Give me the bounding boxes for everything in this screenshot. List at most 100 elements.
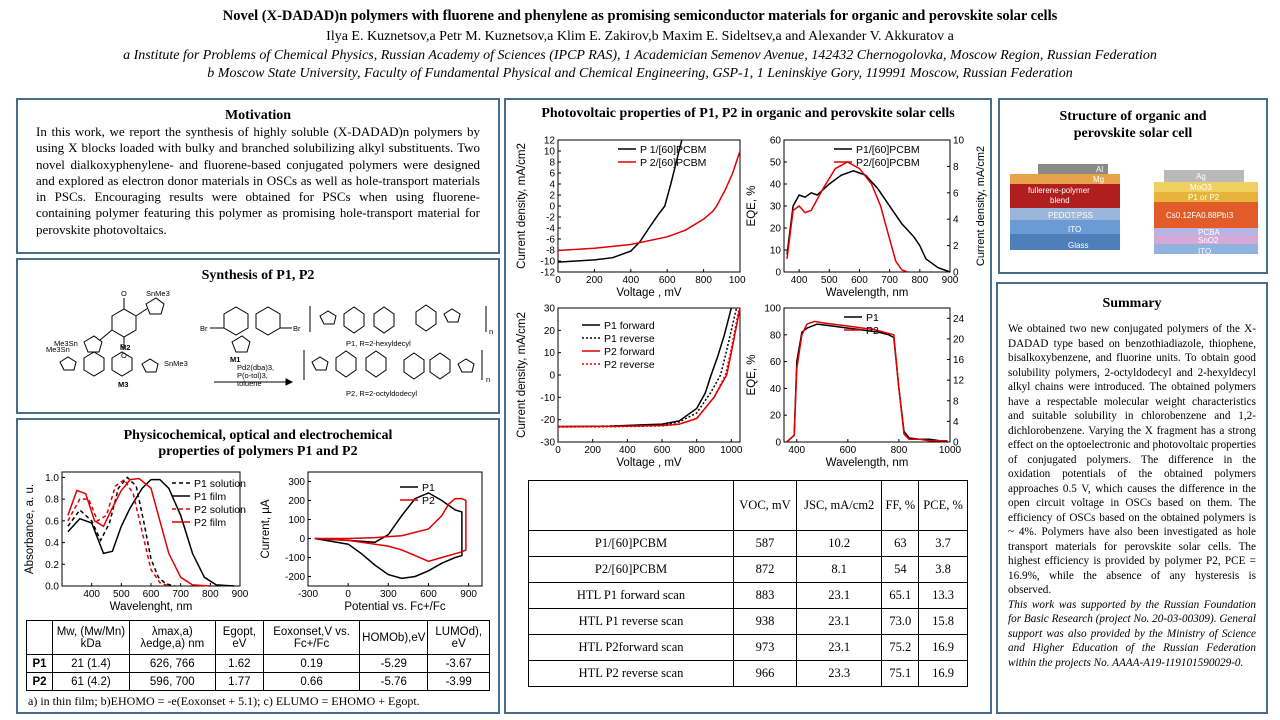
series-line: [557, 150, 741, 252]
x-tick-label: 200: [586, 275, 603, 286]
series-line: [786, 161, 908, 273]
x-tick-label: 900: [460, 589, 477, 600]
br-label: Br: [200, 324, 208, 333]
legend-label: P 2/[60]PCBM: [640, 157, 706, 169]
m3-label: M3: [118, 380, 128, 389]
x-tick-label: 800: [891, 445, 908, 456]
structure-panel: Structure of organic and perovskite sola…: [998, 98, 1268, 274]
x-tick-label: 900: [232, 589, 248, 600]
y-tick-label: -8: [546, 246, 555, 257]
x-tick-label: 900: [942, 275, 959, 286]
table-cell: P2: [26, 672, 53, 691]
p2-label: P2, R=2-octyldodecyl: [346, 389, 417, 398]
layer-label: Al: [1096, 165, 1103, 174]
y2-tick-label: 8: [953, 162, 959, 173]
y-tick-label: -20: [541, 415, 556, 426]
sn-label: Me3Sn: [46, 345, 70, 354]
y-tick-label: 0.8: [45, 495, 59, 506]
n-label: n: [486, 375, 490, 384]
m2-label: M2: [120, 343, 130, 352]
jv-opv-chart: 02004006008001000-12-10-8-6-4-2024681012…: [516, 136, 746, 300]
table-cell: 1.62: [214, 654, 264, 673]
x-tick-label: 0: [555, 275, 561, 286]
y-tick-label: 10: [544, 147, 556, 158]
summary-panel: Summary We obtained two new conjugated p…: [996, 282, 1268, 714]
y-tick-label: 20: [770, 224, 782, 235]
y2-tick-label: 20: [953, 334, 965, 345]
y-tick-label: 60: [770, 136, 782, 147]
table-cell: P1/[60]PCBM: [528, 530, 734, 557]
layer-label: Cs0.12FA0.88PbI3: [1166, 211, 1234, 220]
x-tick-label: 700: [881, 275, 898, 286]
layer-label: Glass: [1068, 241, 1088, 250]
x-tick-label: 600: [143, 589, 160, 600]
table-cell: 596, 700: [128, 672, 216, 691]
table-cell: -5.76: [359, 672, 429, 691]
x-tick-label: 400: [791, 275, 808, 286]
x-axis-label: Wavelength, nm: [826, 457, 909, 469]
y-tick-label: 100: [288, 515, 305, 526]
table-cell: 10.2: [795, 530, 883, 557]
x-tick-label: -300: [298, 589, 318, 600]
y2-tick-label: 4: [953, 215, 959, 226]
legend-label: P2 film: [194, 517, 226, 529]
table-cell: 3.7: [918, 530, 968, 557]
y-tick-label: 12: [544, 136, 556, 147]
table-cell: 966: [733, 660, 797, 687]
table-cell: 21 (1.4): [52, 654, 130, 673]
y-tick-label: 10: [770, 246, 782, 257]
authors: Ilya E. Kuznetsov,a Petr M. Kuznetsov,a …: [326, 29, 954, 44]
y-tick-label: -100: [285, 553, 305, 564]
table-cell: 75.1: [881, 660, 920, 687]
table-cell: 938: [733, 608, 797, 635]
y2-axis-label: Current density, mA/cm2: [975, 146, 987, 266]
legend-label: P 1/[60]PCBM: [640, 144, 706, 156]
x-tick-label: 400: [619, 445, 636, 456]
x-tick-label: 600: [659, 275, 676, 286]
x-axis-label: Voltage , mV: [616, 287, 682, 299]
y-tick-label: 0: [549, 202, 555, 213]
y-tick-label: -6: [546, 235, 555, 246]
series-line: [557, 307, 740, 428]
y-tick-label: -12: [541, 268, 556, 279]
y2-tick-label: 10: [953, 136, 965, 147]
table-cell: 16.9: [918, 634, 968, 661]
x-axis-label: Wavelength, nm: [826, 287, 909, 299]
legend-label: P1: [422, 482, 435, 494]
layer-label: blend: [1050, 196, 1070, 205]
y-tick-label: 0: [299, 534, 305, 545]
y-tick-label: 40: [770, 384, 782, 395]
layer-label: ITO: [1068, 225, 1081, 234]
physchem-subtitle: properties of polymers P1 and P2: [158, 444, 358, 459]
y2-tick-label: 4: [953, 417, 959, 428]
table-header: JSC, mA/cm2: [795, 480, 883, 531]
series-line: [314, 492, 463, 580]
catalyst-label: Pd2(dba)3,: [237, 363, 274, 372]
m1-label: M1: [230, 355, 240, 364]
table-row: P2 61 (4.2) 596, 700 1.77 0.66 -5.76 -3.…: [26, 672, 490, 691]
table-cell: 16.9: [918, 660, 968, 687]
y2-tick-label: 2: [953, 241, 959, 252]
y-tick-label: 0: [775, 438, 781, 449]
table-row: HTL P1 reverse scan 938 23.1 73.0 15.8: [528, 608, 968, 635]
absorbance-chart: 400 500 600 700 800 900 0.0 0.2 0.4 0.6 0.8 1.0 Wave…: [24, 471, 248, 613]
series-line: [67, 478, 170, 587]
y-tick-label: 10: [544, 348, 556, 359]
pv-panel: Photovoltaic properties of P1, P2 in org…: [504, 98, 992, 714]
pv-title: Photovoltaic properties of P1, P2 in org…: [541, 106, 955, 121]
y-tick-label: 4: [549, 180, 555, 191]
plot-frame: [783, 307, 951, 443]
legend-label: P2/[60]PCBM: [856, 157, 920, 169]
y-tick-label: -2: [546, 213, 555, 224]
series-line: [314, 497, 467, 563]
x-tick-label: 800: [695, 275, 712, 286]
y-tick-label: 20: [544, 326, 556, 337]
table-cell: 23.3: [795, 660, 883, 687]
table-row: P1 21 (1.4) 626, 766 1.62 0.19 -5.29 -3.…: [26, 654, 490, 673]
jv-psc-chart: 0 200 400 600 800 1000 -30 -20 -10 0 10 20 30 Voltage…: [516, 304, 743, 470]
x-tick-label: 800: [688, 445, 705, 456]
legend-label: P1 reverse: [604, 333, 655, 345]
y-tick-label: -30: [541, 438, 556, 449]
table-cell: HTL P2 reverse scan: [528, 660, 734, 687]
table-row: HTL P1 forward scan 883 23.1 65.1 13.3: [528, 582, 968, 609]
